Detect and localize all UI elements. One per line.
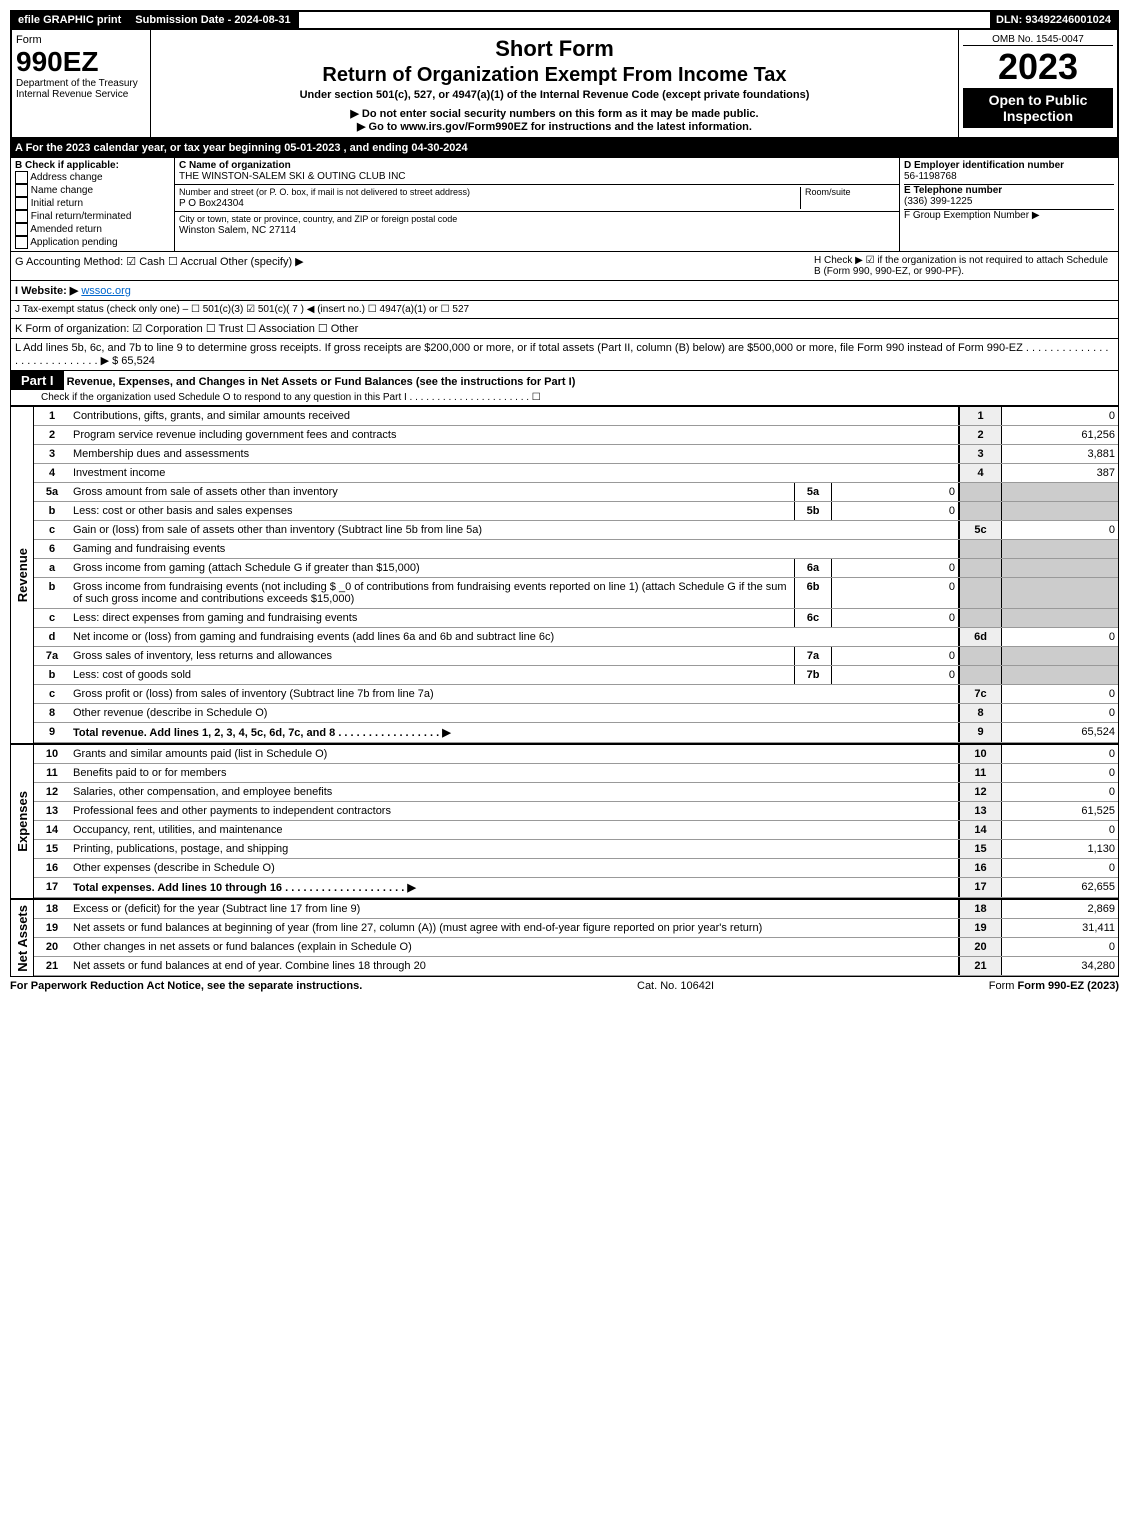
line-12: 12Salaries, other compensation, and empl… <box>34 783 1118 802</box>
line-13: 13Professional fees and other payments t… <box>34 802 1118 821</box>
line-8: 8Other revenue (describe in Schedule O)8… <box>34 704 1118 723</box>
line-b: bGross income from fundraising events (n… <box>34 578 1118 609</box>
line-4: 4Investment income4387 <box>34 464 1118 483</box>
line-19: 19Net assets or fund balances at beginni… <box>34 919 1118 938</box>
omb-number: OMB No. 1545-0047 <box>963 34 1113 46</box>
submission-date: Submission Date - 2024-08-31 <box>129 12 298 28</box>
line-g-accounting: G Accounting Method: ☑ Cash ☐ Accrual Ot… <box>15 255 814 277</box>
line-l-value: 65,524 <box>121 355 155 367</box>
form-number: 990EZ <box>16 46 146 78</box>
form-version: Form Form 990-EZ (2023) <box>989 980 1119 992</box>
line-b-label: B Check if applicable: <box>15 160 119 171</box>
phone-value: (336) 399-1225 <box>904 196 972 207</box>
top-header-bar: efile GRAPHIC print Submission Date - 20… <box>10 10 1119 30</box>
org-info-block: B Check if applicable: Address change Na… <box>10 157 1119 252</box>
netassets-tab-label: Net Assets <box>15 901 30 976</box>
form-word: Form <box>16 34 146 46</box>
city-value: Winston Salem, NC 27114 <box>179 225 296 236</box>
org-name: THE WINSTON-SALEM SKI & OUTING CLUB INC <box>179 171 406 182</box>
page-footer: For Paperwork Reduction Act Notice, see … <box>10 977 1119 992</box>
dln-label: DLN: 93492246001024 <box>990 12 1117 28</box>
line-18: 18Excess or (deficit) for the year (Subt… <box>34 900 1118 919</box>
efile-print-label[interactable]: efile GRAPHIC print <box>12 12 129 28</box>
revenue-tab-label: Revenue <box>15 544 30 606</box>
ein-value: 56-1198768 <box>904 171 957 182</box>
website-link[interactable]: wssoc.org <box>81 285 131 297</box>
expenses-section: Expenses 10Grants and similar amounts pa… <box>10 744 1119 899</box>
line-j-tax-status: J Tax-exempt status (check only one) – ☐… <box>10 301 1119 319</box>
city-label: City or town, state or province, country… <box>179 214 457 224</box>
room-suite-label: Room/suite <box>800 187 895 209</box>
dept-treasury: Department of the Treasury Internal Reve… <box>16 78 146 100</box>
line-l-text: L Add lines 5b, 6c, and 7b to line 9 to … <box>15 342 1108 367</box>
checkbox-address-change[interactable] <box>15 171 28 184</box>
line-c: cGain or (loss) from sale of assets othe… <box>34 521 1118 540</box>
no-ssn-note: ▶ Do not enter social security numbers o… <box>155 107 954 120</box>
line-10: 10Grants and similar amounts paid (list … <box>34 745 1118 764</box>
line-15: 15Printing, publications, postage, and s… <box>34 840 1118 859</box>
line-7a: 7aGross sales of inventory, less returns… <box>34 647 1118 666</box>
checkbox-name-change[interactable] <box>15 184 28 197</box>
main-title: Return of Organization Exempt From Incom… <box>155 64 954 87</box>
line-21: 21Net assets or fund balances at end of … <box>34 957 1118 976</box>
street-value: P O Box24304 <box>179 198 244 209</box>
line-5a: 5aGross amount from sale of assets other… <box>34 483 1118 502</box>
catalog-number: Cat. No. 10642I <box>637 980 714 992</box>
line-11: 11Benefits paid to or for members110 <box>34 764 1118 783</box>
line-2: 2Program service revenue including gover… <box>34 426 1118 445</box>
line-a: aGross income from gaming (attach Schedu… <box>34 559 1118 578</box>
checkbox-amended[interactable] <box>15 223 28 236</box>
line-b: bLess: cost or other basis and sales exp… <box>34 502 1118 521</box>
group-exemption-label: F Group Exemption Number ▶ <box>904 210 1040 221</box>
line-9: 9Total revenue. Add lines 1, 2, 3, 4, 5c… <box>34 723 1118 743</box>
line-c: cLess: direct expenses from gaming and f… <box>34 609 1118 628</box>
goto-link[interactable]: ▶ Go to www.irs.gov/Form990EZ for instru… <box>155 120 954 133</box>
checkbox-app-pending[interactable] <box>15 236 28 249</box>
line-c: cGross profit or (loss) from sales of in… <box>34 685 1118 704</box>
line-20: 20Other changes in net assets or fund ba… <box>34 938 1118 957</box>
expenses-tab-label: Expenses <box>15 787 30 856</box>
line-d: dNet income or (loss) from gaming and fu… <box>34 628 1118 647</box>
form-title-block: Form 990EZ Department of the Treasury In… <box>10 30 1119 139</box>
tax-year: 2023 <box>963 46 1113 88</box>
phone-label: E Telephone number <box>904 185 1002 196</box>
part1-heading: Revenue, Expenses, and Changes in Net As… <box>67 376 576 388</box>
part1-badge: Part I <box>11 371 64 390</box>
under-section: Under section 501(c), 527, or 4947(a)(1)… <box>155 89 954 101</box>
street-label: Number and street (or P. O. box, if mail… <box>179 187 470 197</box>
line-k-org-type: K Form of organization: ☑ Corporation ☐ … <box>10 319 1119 339</box>
revenue-section: Revenue 1Contributions, gifts, grants, a… <box>10 406 1119 744</box>
line-a-tax-year: A For the 2023 calendar year, or tax yea… <box>10 139 1119 157</box>
part1-check-o: Check if the organization used Schedule … <box>11 390 1118 405</box>
ein-label: D Employer identification number <box>904 160 1064 171</box>
line-17: 17Total expenses. Add lines 10 through 1… <box>34 878 1118 898</box>
line-1: 1Contributions, gifts, grants, and simil… <box>34 407 1118 426</box>
line-h-schedule-b: H Check ▶ ☑ if the organization is not r… <box>814 255 1114 277</box>
c-name-label: C Name of organization <box>179 160 291 171</box>
open-public-badge: Open to Public Inspection <box>963 88 1113 128</box>
line-14: 14Occupancy, rent, utilities, and mainte… <box>34 821 1118 840</box>
netassets-section: Net Assets 18Excess or (deficit) for the… <box>10 899 1119 977</box>
line-b: bLess: cost of goods sold7b0 <box>34 666 1118 685</box>
pra-notice: For Paperwork Reduction Act Notice, see … <box>10 980 362 992</box>
line-6: 6Gaming and fundraising events <box>34 540 1118 559</box>
short-form-title: Short Form <box>155 36 954 62</box>
line-i-label: I Website: ▶ <box>15 285 78 297</box>
line-16: 16Other expenses (describe in Schedule O… <box>34 859 1118 878</box>
line-3: 3Membership dues and assessments33,881 <box>34 445 1118 464</box>
checkbox-final-return[interactable] <box>15 210 28 223</box>
checkbox-initial-return[interactable] <box>15 197 28 210</box>
